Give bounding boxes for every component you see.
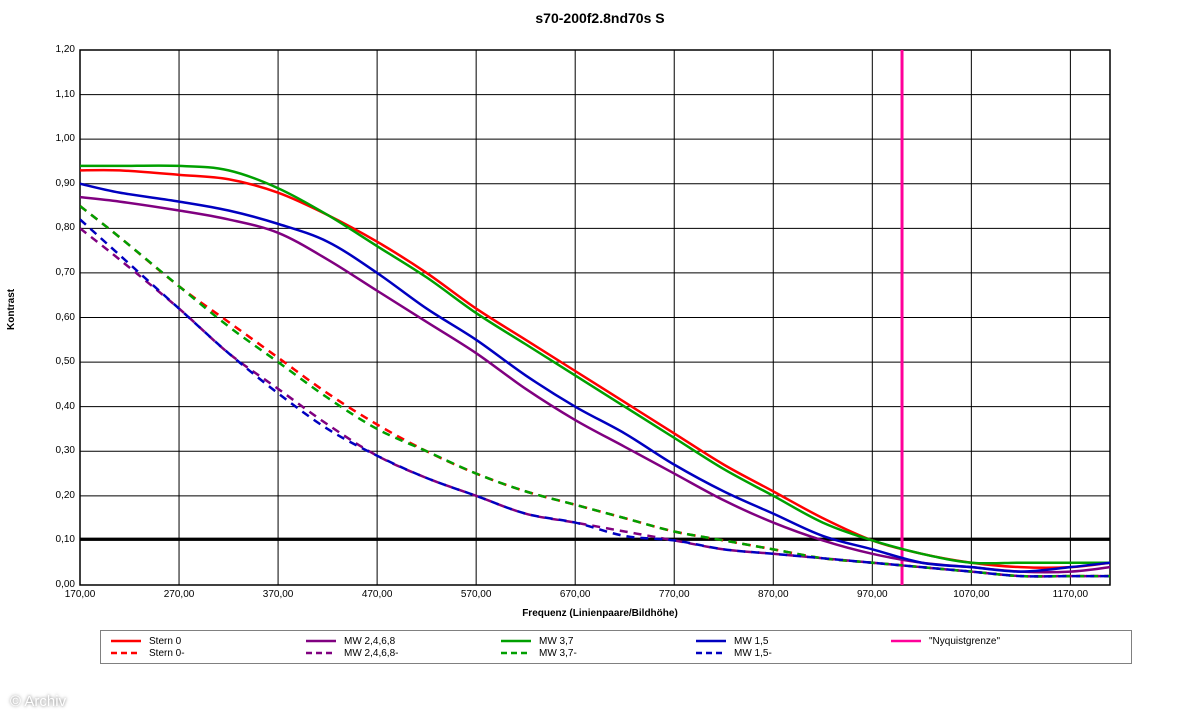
y-tick-label: 0,80	[35, 222, 75, 233]
x-tick-label: 270,00	[149, 589, 209, 600]
y-tick-label: 0,70	[35, 267, 75, 278]
x-tick-label: 570,00	[446, 589, 506, 600]
y-tick-label: 0,40	[35, 401, 75, 412]
y-tick-label: 0,60	[35, 312, 75, 323]
legend-swatch	[501, 647, 531, 659]
x-tick-label: 470,00	[347, 589, 407, 600]
legend-label: Stern 0	[149, 636, 181, 647]
legend-item: MW 2,4,6,8	[306, 635, 501, 647]
legend-swatch	[696, 635, 726, 647]
legend-item: MW 1,5	[696, 635, 891, 647]
archiv-watermark: © Archiv	[10, 693, 66, 710]
chart-plot	[0, 0, 1200, 620]
legend-swatch	[696, 647, 726, 659]
legend-swatch	[306, 635, 336, 647]
legend-item: MW 3,7	[501, 635, 696, 647]
legend-label: MW 3,7-	[539, 648, 577, 659]
x-tick-label: 770,00	[644, 589, 704, 600]
legend-label: MW 2,4,6,8	[344, 636, 395, 647]
legend-swatch	[111, 647, 141, 659]
legend-swatch	[501, 635, 531, 647]
y-tick-label: 0,90	[35, 178, 75, 189]
chart-container: s70-200f2.8nd70s S Kontrast Frequenz (Li…	[0, 0, 1200, 720]
legend-label: Stern 0-	[149, 648, 185, 659]
legend-swatch	[306, 647, 336, 659]
y-tick-label: 1,20	[35, 44, 75, 55]
y-tick-label: 1,10	[35, 89, 75, 100]
x-tick-label: 370,00	[248, 589, 308, 600]
legend-swatch	[111, 635, 141, 647]
legend-item: Stern 0-	[111, 647, 306, 659]
y-tick-label: 0,20	[35, 490, 75, 501]
legend-item: MW 1,5-	[696, 647, 891, 659]
legend-item: MW 2,4,6,8-	[306, 647, 501, 659]
legend-item: "Nyquistgrenze"	[891, 635, 1086, 647]
x-tick-label: 1070,00	[941, 589, 1001, 600]
y-tick-label: 0,30	[35, 445, 75, 456]
legend-label: MW 2,4,6,8-	[344, 648, 398, 659]
legend-item: MW 3,7-	[501, 647, 696, 659]
x-tick-label: 670,00	[545, 589, 605, 600]
legend-swatch	[891, 635, 921, 647]
y-tick-label: 0,50	[35, 356, 75, 367]
legend: Stern 0 MW 2,4,6,8 MW 3,7 MW 1,5 "Nyquistgre…	[100, 630, 1132, 664]
legend-item: Stern 0	[111, 635, 306, 647]
legend-label: MW 1,5	[734, 636, 768, 647]
legend-label: "Nyquistgrenze"	[929, 636, 1000, 647]
y-tick-label: 0,10	[35, 534, 75, 545]
x-tick-label: 870,00	[743, 589, 803, 600]
x-tick-label: 170,00	[50, 589, 110, 600]
legend-label: MW 1,5-	[734, 648, 772, 659]
x-tick-label: 1170,00	[1040, 589, 1100, 600]
y-tick-label: 1,00	[35, 133, 75, 144]
legend-label: MW 3,7	[539, 636, 573, 647]
x-tick-label: 970,00	[842, 589, 902, 600]
